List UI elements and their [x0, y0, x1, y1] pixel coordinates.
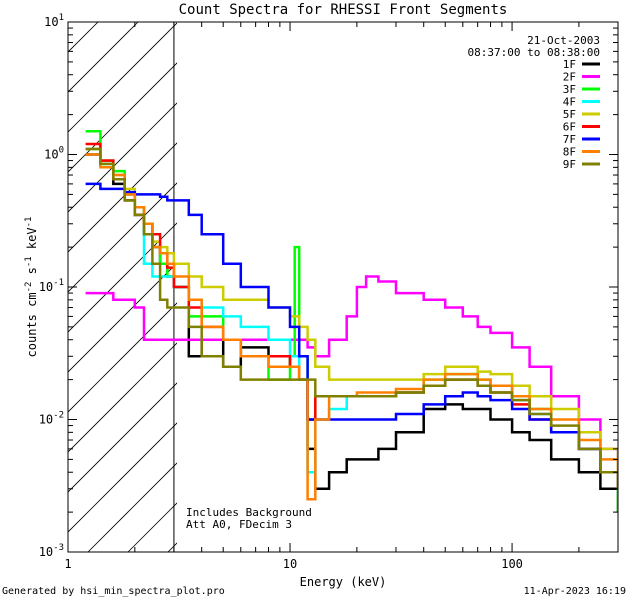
- legend-label-3F: 3F: [563, 83, 576, 96]
- hatch-line: [68, 302, 177, 413]
- y-tick-label: 10-2: [39, 411, 64, 427]
- hatch-line: [68, 222, 177, 333]
- hatch-line: [68, 262, 177, 373]
- series-line-7F: [85, 182, 618, 489]
- annotation-background: Includes Background: [186, 506, 312, 519]
- hatch-line: [608, 0, 640, 552]
- series-line-9F: [85, 147, 618, 489]
- x-tick-label: 1: [64, 557, 71, 571]
- hatched-region: [68, 0, 640, 552]
- legend-label-4F: 4F: [563, 96, 576, 109]
- footer-generated-by: Generated by hsi_min_spectra_plot.pro: [2, 586, 225, 597]
- series-line-3F: [85, 129, 618, 513]
- hatch-line: [68, 422, 177, 533]
- legend-label-7F: 7F: [563, 133, 576, 146]
- y-tick-label: 100: [44, 146, 64, 162]
- hatch-line: [68, 342, 177, 453]
- hatch-line: [68, 62, 177, 173]
- chart-title: Count Spectra for RHESSI Front Segments: [179, 2, 508, 18]
- hatch-line: [68, 22, 177, 133]
- series-line-2F: [85, 275, 618, 460]
- x-tick-label: 10: [283, 557, 297, 571]
- legend-label-6F: 6F: [563, 121, 576, 134]
- y-axis-label: counts cm-2 s-1 keV-1: [24, 217, 39, 358]
- hatch-line: [528, 0, 640, 552]
- hatch-line: [68, 382, 177, 493]
- series-line-4F: [85, 147, 618, 489]
- hatch-line: [408, 0, 640, 552]
- y-tick-label: 10-3: [39, 543, 64, 559]
- legend-label-8F: 8F: [563, 146, 576, 159]
- hatch-line: [288, 0, 640, 552]
- legend-label-2F: 2F: [563, 71, 576, 84]
- axis-ticks: 1 10 100 101 100 10-1 10-2 10-3: [39, 13, 619, 571]
- y-tick-label: 101: [44, 13, 64, 29]
- legend-label-5F: 5F: [563, 108, 576, 121]
- hatch-line: [68, 22, 139, 93]
- series-line-1F: [85, 153, 618, 513]
- hatch-line: [68, 182, 177, 293]
- time-range-label: 08:37:00 to 08:38:00: [468, 46, 600, 59]
- x-tick-label: 100: [501, 557, 523, 571]
- footer-timestamp: 11-Apr-2023 16:19: [524, 586, 626, 597]
- x-axis-label: Energy (keV): [300, 575, 387, 589]
- series-line-8F: [85, 153, 618, 501]
- legend-label-9F: 9F: [563, 158, 576, 171]
- series-lines: [85, 129, 618, 513]
- annotation-attenuator: Att A0, FDecim 3: [186, 518, 292, 531]
- hatch-line: [448, 0, 640, 552]
- y-tick-label: 10-1: [39, 278, 64, 294]
- date-label: 21-Oct-2003: [527, 34, 600, 47]
- legend-label-1F: 1F: [563, 58, 576, 71]
